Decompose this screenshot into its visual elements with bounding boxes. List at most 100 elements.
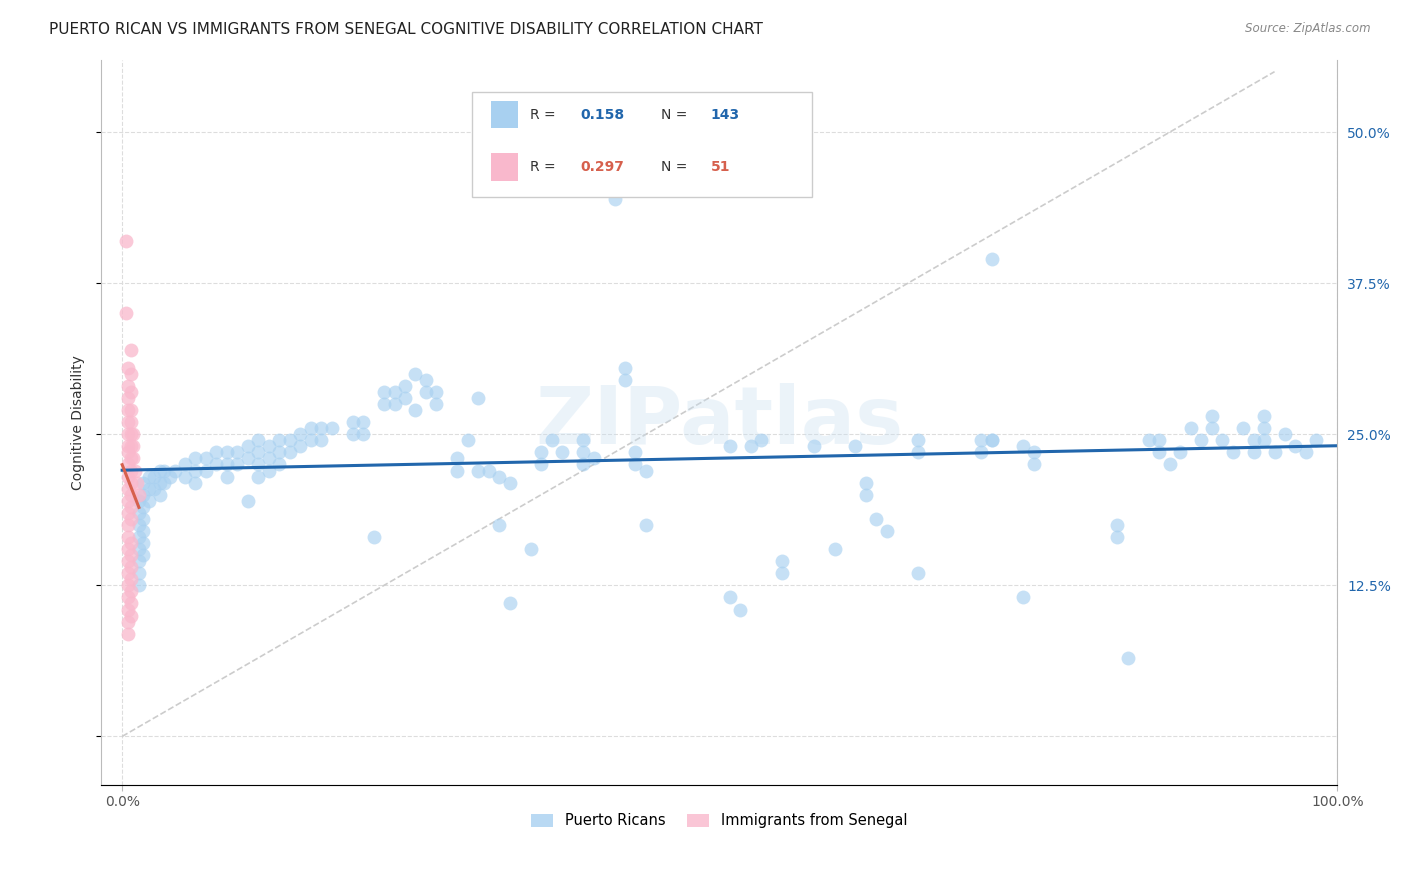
Point xyxy=(120,560,142,574)
Point xyxy=(519,542,541,557)
Point xyxy=(624,445,647,459)
Point xyxy=(309,434,332,448)
Point xyxy=(120,343,142,357)
Point xyxy=(980,252,1002,266)
Point xyxy=(865,512,887,526)
Point xyxy=(1253,421,1275,435)
Point xyxy=(125,475,148,490)
Point xyxy=(117,445,139,459)
Point xyxy=(572,458,595,472)
Point xyxy=(1232,421,1254,435)
Point xyxy=(117,482,139,496)
Point xyxy=(117,566,139,581)
Text: 143: 143 xyxy=(710,108,740,121)
Point xyxy=(128,506,150,520)
Text: R =: R = xyxy=(530,160,560,174)
Point xyxy=(1012,439,1035,453)
Point xyxy=(770,566,793,581)
Point xyxy=(278,445,301,459)
Point xyxy=(603,192,626,206)
Point xyxy=(120,451,142,466)
Point xyxy=(159,469,181,483)
Point xyxy=(1253,409,1275,424)
Point xyxy=(467,463,489,477)
Text: PUERTO RICAN VS IMMIGRANTS FROM SENEGAL COGNITIVE DISABILITY CORRELATION CHART: PUERTO RICAN VS IMMIGRANTS FROM SENEGAL … xyxy=(49,22,763,37)
Point xyxy=(247,434,270,448)
Point xyxy=(257,463,280,477)
Point xyxy=(142,469,165,483)
Point xyxy=(582,451,605,466)
Point xyxy=(117,517,139,532)
Point xyxy=(120,500,142,514)
Point xyxy=(269,458,291,472)
Point xyxy=(247,469,270,483)
Point xyxy=(117,415,139,429)
Point xyxy=(215,458,238,472)
Text: ZIPatlas: ZIPatlas xyxy=(536,384,904,461)
FancyBboxPatch shape xyxy=(472,92,813,197)
Point xyxy=(614,360,637,375)
Point xyxy=(299,434,322,448)
Point xyxy=(128,566,150,581)
Point xyxy=(117,379,139,393)
Point xyxy=(138,469,160,483)
Point xyxy=(117,391,139,405)
Point xyxy=(844,439,866,453)
Point xyxy=(153,475,176,490)
Point xyxy=(540,434,562,448)
Point xyxy=(128,542,150,557)
Point xyxy=(1159,458,1181,472)
Point xyxy=(121,427,143,442)
Point xyxy=(415,373,437,387)
Point xyxy=(128,530,150,544)
Point xyxy=(1201,409,1223,424)
Point xyxy=(855,488,877,502)
Point xyxy=(740,439,762,453)
Point xyxy=(117,615,139,629)
Point xyxy=(117,542,139,557)
Point xyxy=(124,463,146,477)
Point xyxy=(384,397,406,411)
Point xyxy=(405,403,427,417)
Point xyxy=(363,530,385,544)
Point xyxy=(467,391,489,405)
Point xyxy=(1305,434,1327,448)
Point xyxy=(121,439,143,453)
Point xyxy=(257,439,280,453)
Point xyxy=(572,434,595,448)
Point xyxy=(446,463,468,477)
Point xyxy=(634,517,657,532)
Point xyxy=(1243,434,1265,448)
Point xyxy=(373,384,395,399)
Point xyxy=(132,500,155,514)
Point xyxy=(425,384,447,399)
Legend: Puerto Ricans, Immigrants from Senegal: Puerto Ricans, Immigrants from Senegal xyxy=(524,805,915,836)
Point xyxy=(876,524,898,538)
Point xyxy=(174,469,197,483)
Point xyxy=(120,488,142,502)
Point xyxy=(614,373,637,387)
Point xyxy=(120,536,142,550)
Point xyxy=(405,367,427,381)
Point xyxy=(980,434,1002,448)
Point xyxy=(415,384,437,399)
Point xyxy=(1368,434,1391,448)
Point xyxy=(184,475,207,490)
Point xyxy=(1022,445,1045,459)
Point xyxy=(117,403,139,417)
Text: Source: ZipAtlas.com: Source: ZipAtlas.com xyxy=(1246,22,1371,36)
Point xyxy=(1116,650,1139,665)
Point xyxy=(488,517,510,532)
Point xyxy=(132,512,155,526)
Point xyxy=(499,475,522,490)
Point xyxy=(184,451,207,466)
Point xyxy=(970,434,993,448)
Point xyxy=(194,463,217,477)
Point xyxy=(718,591,741,605)
FancyBboxPatch shape xyxy=(491,101,517,128)
Point xyxy=(342,415,364,429)
Point xyxy=(1274,427,1296,442)
Point xyxy=(174,458,197,472)
Text: N =: N = xyxy=(661,160,692,174)
Point xyxy=(1180,421,1202,435)
